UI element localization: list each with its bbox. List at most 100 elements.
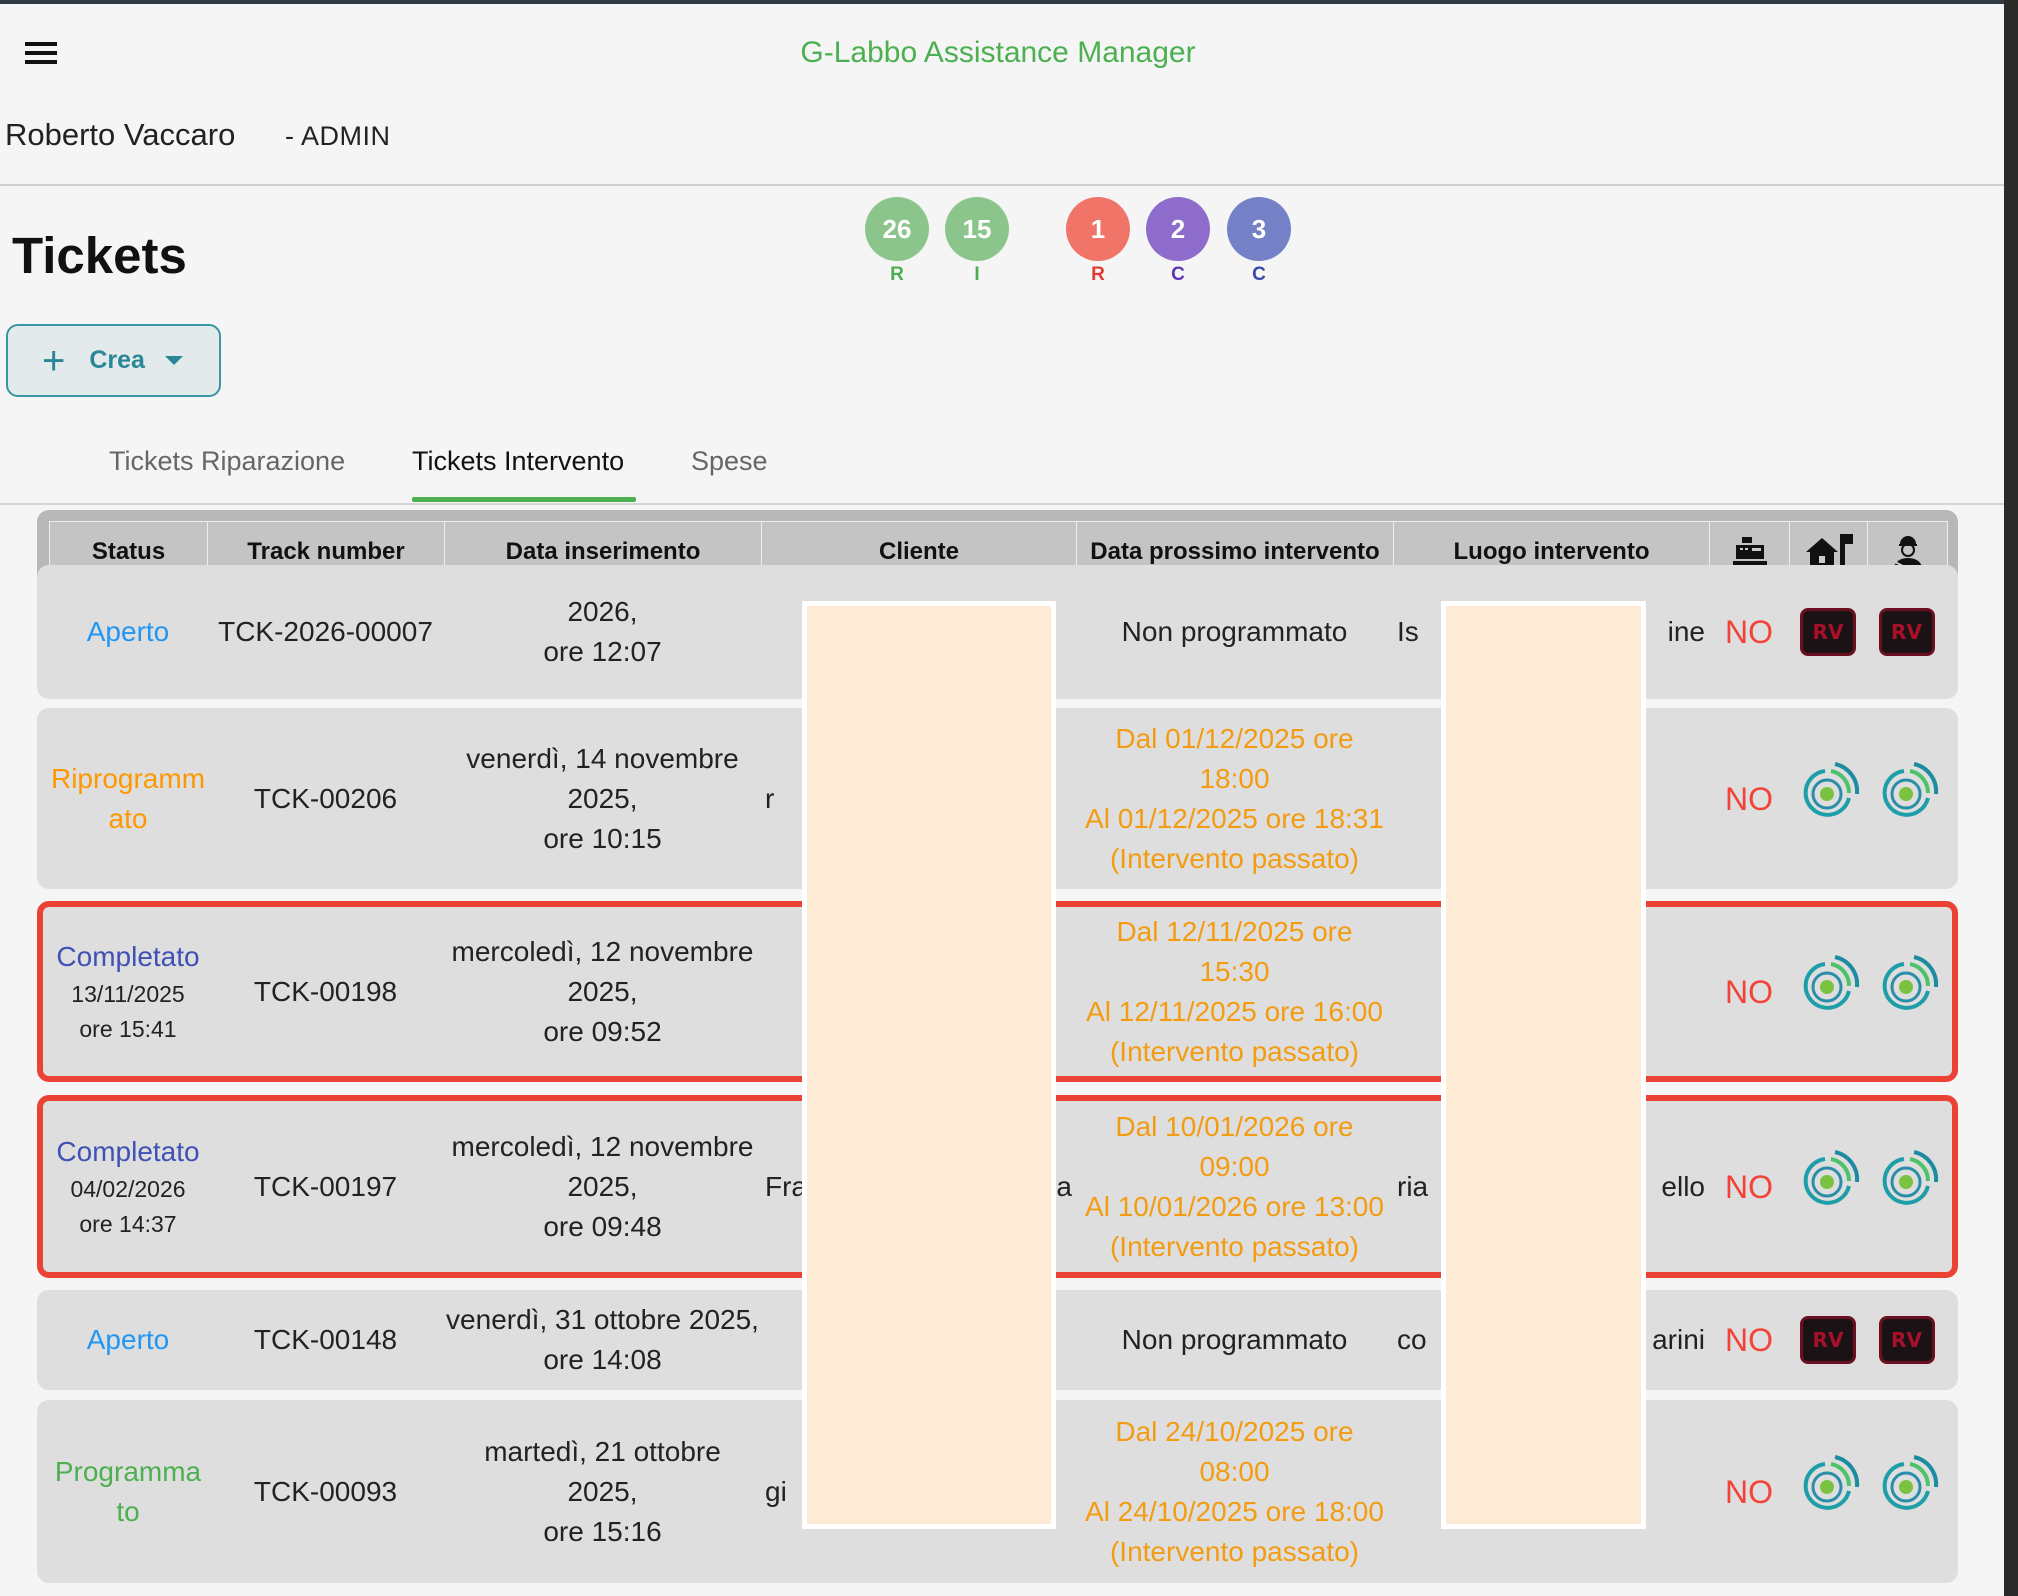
next-intervention: Dal 01/12/2025 ore 18:00 Al 01/12/2025 o…	[1085, 722, 1384, 874]
header-cliente[interactable]: Cliente	[762, 522, 1077, 582]
track-number[interactable]: TCK-00198	[253, 975, 398, 1007]
flag-value: NO	[1725, 614, 1773, 650]
target-icon[interactable]	[1874, 953, 1940, 1030]
status-cell: Riprogramm ato	[49, 708, 207, 889]
status-text: Aperto	[86, 1324, 170, 1355]
insert-date: 2026, ore 12:07	[543, 596, 662, 667]
flag-value: NO	[1725, 1168, 1773, 1205]
count-badge[interactable]: 2	[1146, 197, 1210, 261]
page-title: Tickets	[12, 227, 187, 284]
status-text: Completato	[56, 940, 200, 972]
house-flag-icon	[1790, 522, 1868, 582]
header-data-prossimo-intervento[interactable]: Data prossimo intervento	[1077, 522, 1394, 582]
next-intervention: Non programmato	[1121, 616, 1348, 647]
active-tab-indicator	[412, 497, 636, 502]
count-badge[interactable]: 26	[865, 197, 929, 261]
flag-value: NO	[1725, 1322, 1773, 1358]
home-status: RV	[1789, 565, 1867, 699]
status-cell: Aperto	[49, 1290, 207, 1390]
badge-label: R	[890, 264, 904, 285]
location-cell: Is ine	[1397, 616, 1705, 647]
divider	[0, 184, 2004, 186]
count-badge[interactable]: 3	[1227, 197, 1291, 261]
location-cell: ria ello	[1397, 1170, 1705, 1202]
tab-tickets-intervento[interactable]: Tickets Intervento	[412, 446, 625, 476]
flag-value: NO	[1725, 780, 1773, 817]
count-badge[interactable]: 1	[1066, 197, 1130, 261]
cash-register-icon	[1710, 522, 1790, 582]
status-date: 13/11/2025 ore 15:41	[71, 980, 185, 1042]
insert-date: venerdì, 14 novembre 2025, ore 10:15	[466, 742, 739, 854]
next-intervention: Dal 24/10/2025 ore 08:00 Al 24/10/2025 o…	[1085, 1415, 1384, 1567]
user-name: Roberto Vaccaro	[5, 117, 236, 152]
redaction-luogo	[1441, 601, 1646, 1529]
rv-icon[interactable]: RV	[1800, 1316, 1856, 1364]
insert-date: mercoledì, 12 novembre 2025, ore 09:48	[451, 1130, 754, 1242]
caret-down-icon	[164, 356, 183, 365]
next-intervention: Non programmato	[1121, 1324, 1348, 1355]
home-status	[1789, 1101, 1867, 1272]
target-icon[interactable]	[1795, 1148, 1861, 1225]
window-top-bar	[0, 0, 2018, 4]
track-number[interactable]: TCK-00093	[253, 1475, 398, 1507]
next-intervention: Dal 12/11/2025 ore 15:30 Al 12/11/2025 o…	[1086, 915, 1383, 1067]
technician-status	[1867, 1400, 1946, 1583]
status-cell: Completato 04/02/2026 ore 14:37	[49, 1101, 207, 1272]
target-icon[interactable]	[1795, 1453, 1861, 1530]
home-status	[1789, 1400, 1867, 1583]
rv-icon[interactable]: RV	[1800, 608, 1856, 656]
tab-spese[interactable]: Spese	[691, 446, 768, 476]
app-title: G-Labbo Assistance Manager	[800, 36, 1196, 69]
client-cell: r	[765, 782, 775, 814]
header-status[interactable]: Status	[50, 522, 208, 582]
status-text: Completato	[56, 1135, 200, 1167]
target-icon[interactable]	[1795, 760, 1861, 837]
badge-label: C	[1171, 264, 1185, 285]
track-number[interactable]: TCK-00197	[253, 1170, 398, 1202]
status-cell: Aperto	[49, 565, 207, 699]
insert-date: mercoledì, 12 novembre 2025, ore 09:52	[451, 935, 754, 1047]
badge-label: I	[974, 264, 980, 285]
window-edge	[2004, 0, 2018, 1596]
status-cell: Completato 13/11/2025 ore 15:41	[49, 907, 207, 1076]
insert-date: venerdì, 31 ottobre 2025, ore 14:08	[446, 1304, 759, 1375]
header-track-number[interactable]: Track number	[208, 522, 445, 582]
technician-status: RV	[1867, 1290, 1946, 1390]
location-cell: co arini	[1397, 1324, 1705, 1355]
track-number[interactable]: TCK-00148	[253, 1324, 398, 1355]
target-icon[interactable]	[1874, 1453, 1940, 1530]
rv-icon[interactable]: RV	[1878, 1316, 1935, 1364]
target-icon[interactable]	[1795, 953, 1861, 1030]
insert-date: martedì, 21 ottobre 2025, ore 15:16	[484, 1435, 721, 1547]
target-icon[interactable]	[1874, 1148, 1940, 1225]
redaction-cliente	[802, 601, 1056, 1529]
track-number[interactable]: TCK-2026-00007	[218, 616, 433, 647]
status-text: Riprogramm ato	[50, 762, 206, 834]
header-data-inserimento[interactable]: Data inserimento	[445, 522, 762, 582]
track-number[interactable]: TCK-00206	[253, 782, 398, 814]
plus-icon: +	[42, 338, 66, 383]
rv-icon[interactable]: RV	[1878, 608, 1935, 656]
status-text: Aperto	[86, 616, 170, 647]
flag-value: NO	[1725, 973, 1773, 1010]
header-luogo-intervento[interactable]: Luogo intervento	[1394, 522, 1710, 582]
home-status	[1789, 907, 1867, 1076]
client-cell: gi	[765, 1475, 787, 1507]
target-icon[interactable]	[1874, 760, 1940, 837]
next-intervention: Dal 10/01/2026 ore 09:00 Al 10/01/2026 o…	[1085, 1110, 1384, 1262]
technician-status	[1867, 1101, 1946, 1272]
home-status: RV	[1789, 1290, 1867, 1390]
badge-label: C	[1252, 264, 1266, 285]
flag-value: NO	[1725, 1473, 1773, 1510]
badge-label: R	[1091, 264, 1105, 285]
create-label: Crea	[89, 346, 145, 374]
count-badge[interactable]: 15	[945, 197, 1009, 261]
status-date: 04/02/2026 ore 14:37	[70, 1175, 186, 1237]
menu-icon[interactable]	[25, 42, 57, 64]
home-status	[1789, 708, 1867, 889]
status-cell: Programma to	[49, 1400, 207, 1583]
tab-tickets-riparazione[interactable]: Tickets Riparazione	[109, 446, 346, 476]
technician-status	[1867, 708, 1946, 889]
create-button[interactable]: + Crea	[6, 324, 221, 397]
status-text: Programma to	[54, 1455, 202, 1527]
